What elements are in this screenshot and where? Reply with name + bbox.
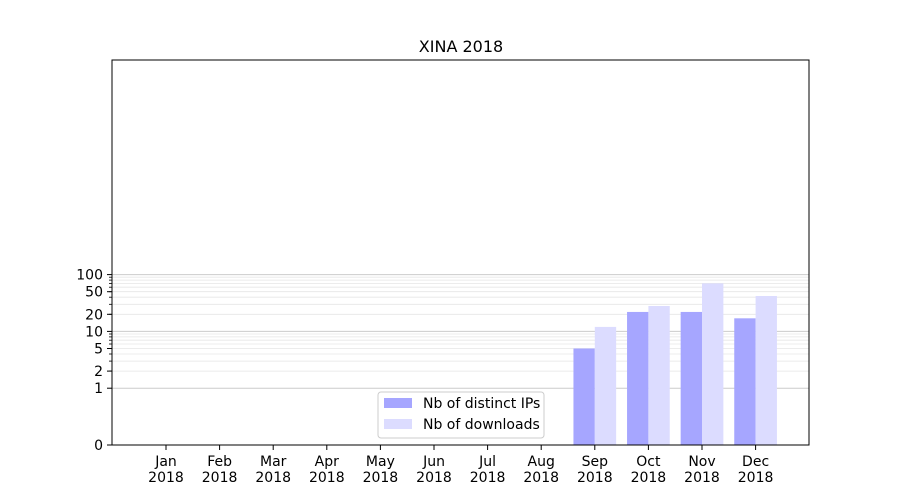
x-tick-label-year: 2018	[631, 470, 667, 486]
x-tick-label-year: 2018	[363, 470, 399, 486]
x-tick-label-year: 2018	[470, 470, 506, 486]
x-tick-label-year: 2018	[255, 470, 291, 486]
y-tick-label: 10	[85, 324, 103, 340]
x-tick-label-year: 2018	[523, 470, 559, 486]
y-tick-label: 100	[76, 268, 103, 284]
legend-label: Nb of downloads	[423, 417, 540, 433]
x-tick-label: Sep	[582, 454, 609, 470]
chart-title: XINA 2018	[419, 37, 503, 56]
x-tick-label: Oct	[636, 454, 661, 470]
y-tick-label: 20	[85, 307, 103, 323]
x-tick-label-year: 2018	[577, 470, 613, 486]
x-tick-label: Mar	[260, 454, 287, 470]
y-tick-label: 2	[94, 364, 103, 380]
bars	[573, 283, 777, 445]
bar	[648, 306, 670, 445]
bar	[680, 311, 702, 445]
y-tick-label: 5	[94, 341, 103, 357]
x-tick-label-year: 2018	[148, 470, 184, 486]
bar	[755, 295, 777, 445]
x-tick-label: Jun	[422, 454, 445, 470]
plot-frame	[111, 59, 810, 446]
x-axis: Jan2018Feb2018Mar2018Apr2018May2018Jun20…	[148, 445, 773, 486]
x-tick-label: Aug	[528, 454, 555, 470]
x-tick-label-year: 2018	[738, 470, 774, 486]
x-tick-label-year: 2018	[416, 470, 452, 486]
x-tick-label: May	[366, 454, 395, 470]
legend-swatch	[384, 419, 412, 429]
bar	[594, 326, 617, 445]
x-tick-label-year: 2018	[202, 470, 238, 486]
bar	[702, 283, 724, 445]
y-tick-label: 1	[94, 381, 103, 397]
x-tick-label: Jul	[478, 454, 496, 470]
y-tick-label: 0	[94, 438, 103, 454]
legend: Nb of distinct IPs Nb of downloads	[377, 391, 545, 439]
x-tick-label: Nov	[688, 454, 715, 470]
x-tick-label: Jan	[154, 454, 177, 470]
x-tick-label-year: 2018	[309, 470, 345, 486]
x-tick-label: Dec	[742, 454, 769, 470]
legend-label: Nb of distinct IPs	[423, 396, 540, 412]
bar	[627, 311, 649, 445]
grid	[112, 274, 809, 389]
bar	[573, 348, 595, 445]
legend-swatch	[384, 398, 412, 408]
legend-box	[377, 391, 545, 439]
bar	[734, 318, 756, 445]
x-tick-label-year: 2018	[684, 470, 720, 486]
y-tick-label: 50	[85, 285, 103, 301]
x-tick-label: Feb	[207, 454, 232, 470]
x-tick-label: Apr	[315, 454, 339, 470]
